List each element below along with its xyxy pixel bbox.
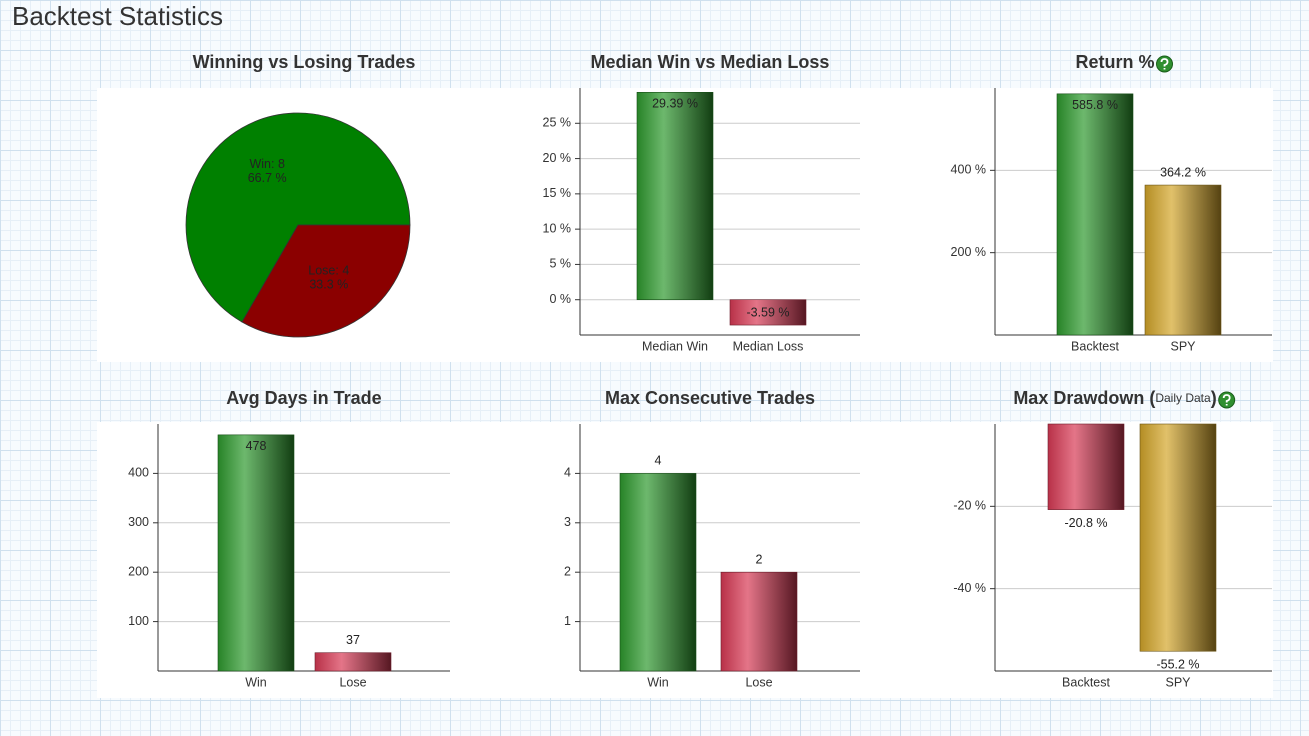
x-tick-label: Win [245,675,267,689]
pie-slice [185,112,411,323]
chart-title-text: Winning vs Losing Trades [193,52,416,72]
bar [314,652,392,672]
bar [1056,93,1134,336]
value-label: 585.8 % [1072,98,1118,112]
y-tick-label: 400 % [951,163,986,177]
value-label: -3.59 % [746,305,789,319]
chart-title: Max Drawdown (Daily Data) [1013,388,1216,408]
y-tick-label: 2 [564,564,571,578]
chart-title-text: Max Drawdown ( [1013,388,1155,408]
chart-title: Winning vs Losing Trades [193,52,416,72]
x-tick-label: Backtest [1071,339,1119,353]
y-tick-label: 400 [128,466,149,480]
bar [1139,423,1217,652]
slice-label: Lose: 4 [308,264,349,278]
help-glyph [1222,394,1231,406]
value-label: -55.2 % [1156,658,1199,672]
x-tick-label: Backtest [1062,675,1110,689]
chart-subtitle: Daily Data [1155,391,1211,405]
bar [1144,184,1222,336]
slice-label: Win: 8 [249,157,284,171]
page-title: Backtest Statistics [12,1,223,31]
chart-title: Max Consecutive Trades [605,388,815,408]
slice-share: 33.3 % [309,278,348,292]
help-glyph [1160,58,1169,70]
x-tick-label: Lose [339,675,366,689]
x-tick-label: Win [647,675,669,689]
y-tick-label: 200 % [951,245,986,259]
help-icon [1156,55,1174,73]
bar [217,434,295,672]
y-tick-label: 200 [128,564,149,578]
chart-title: Median Win vs Median Loss [591,52,830,72]
x-tick-label: SPY [1165,675,1191,689]
chart-title: Return % [1075,52,1154,72]
value-label: 478 [246,439,267,453]
bar [619,473,697,672]
chart-title-text: Avg Days in Trade [226,388,381,408]
x-tick-label: Lose [745,675,772,689]
y-tick-label: 10 % [543,221,572,235]
y-tick-label: 4 [564,466,571,480]
y-tick-label: 3 [564,515,571,529]
y-tick-label: 20 % [543,151,572,165]
value-label: -20.8 % [1064,516,1107,530]
y-tick-label: 100 [128,614,149,628]
chart-title-text: Max Consecutive Trades [605,388,815,408]
chart-title-text: Median Win vs Median Loss [591,52,830,72]
bar [720,571,798,672]
pie-slice [241,224,411,338]
help-icon [1218,391,1236,409]
chart-title-text: Return % [1075,52,1154,72]
x-tick-label: Median Loss [733,339,804,353]
value-label: 364.2 % [1160,165,1206,179]
bar [636,92,714,301]
y-tick-label: -40 % [953,581,986,595]
slice-share: 66.7 % [248,171,287,185]
chart-title: Avg Days in Trade [226,388,381,408]
y-tick-label: -20 % [953,499,986,513]
value-label: 29.39 % [652,97,698,111]
y-tick-label: 0 % [549,292,571,306]
y-tick-label: 5 % [549,257,571,271]
value-label: 2 [756,552,763,566]
chart-title-end: ) [1211,388,1217,408]
value-label: 4 [655,454,662,468]
y-tick-label: 15 % [543,186,572,200]
bar [1047,423,1125,510]
x-tick-label: SPY [1170,339,1196,353]
y-tick-label: 1 [564,614,571,628]
y-tick-label: 25 % [543,116,572,130]
bar [729,299,807,326]
value-label: 37 [346,633,360,647]
y-tick-label: 300 [128,515,149,529]
x-tick-label: Median Win [642,339,708,353]
